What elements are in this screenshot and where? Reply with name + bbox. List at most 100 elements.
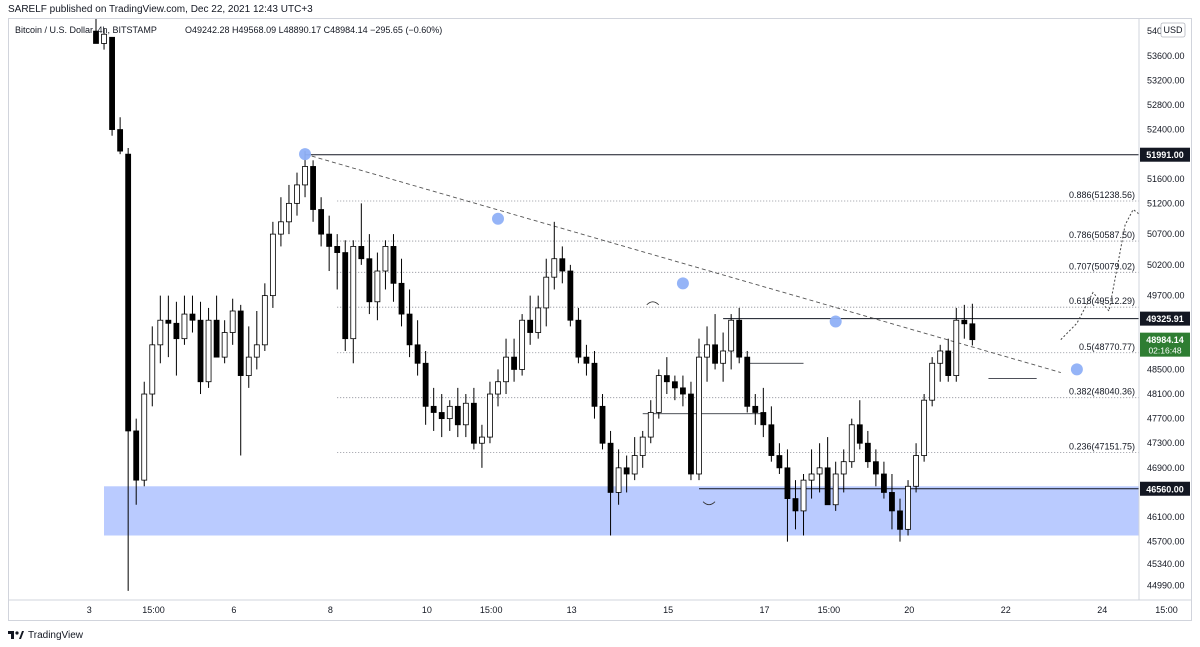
time-tick-label: 8 bbox=[328, 605, 333, 615]
candle-body bbox=[567, 270, 574, 321]
candle-body bbox=[374, 270, 381, 303]
candle bbox=[744, 350, 751, 413]
candle bbox=[261, 283, 268, 351]
candle bbox=[663, 357, 670, 395]
candle bbox=[864, 430, 871, 468]
candle bbox=[173, 301, 180, 376]
fib-level-label: 0.707(50079.02) bbox=[1069, 261, 1135, 271]
candle bbox=[680, 375, 686, 407]
level-price-tag bbox=[1140, 481, 1190, 496]
candle bbox=[278, 197, 284, 247]
candle-body bbox=[422, 362, 429, 407]
candle-body bbox=[125, 153, 132, 432]
candle-body bbox=[197, 319, 204, 383]
candle bbox=[929, 357, 936, 407]
candle bbox=[905, 480, 911, 536]
candle bbox=[141, 381, 148, 487]
candle bbox=[808, 449, 815, 499]
candle-body bbox=[647, 412, 654, 438]
time-tick-label: 15:00 bbox=[142, 605, 165, 615]
candle-body bbox=[269, 233, 276, 297]
candle bbox=[109, 36, 115, 136]
candle-body bbox=[294, 184, 300, 204]
candle bbox=[286, 184, 292, 235]
candle-body bbox=[969, 323, 976, 341]
candle-body bbox=[446, 405, 453, 420]
candle bbox=[406, 289, 413, 358]
candle-body bbox=[479, 436, 485, 444]
price-tick-label: 51600.00 bbox=[1147, 174, 1185, 184]
candle bbox=[117, 117, 124, 155]
candle-body bbox=[519, 319, 526, 370]
candle-body bbox=[487, 393, 493, 438]
level-price-label: 49325.91 bbox=[1146, 314, 1184, 324]
candle-body bbox=[961, 319, 968, 325]
candle-body bbox=[760, 412, 767, 426]
candle-body bbox=[921, 399, 928, 456]
level-price-tag bbox=[1140, 311, 1190, 326]
candle-body bbox=[181, 313, 188, 340]
publisher-caption: SARELF published on TradingView.com, Dec… bbox=[8, 4, 313, 15]
candle-body bbox=[189, 313, 196, 321]
candle-body bbox=[615, 467, 622, 493]
candle bbox=[599, 394, 606, 450]
candle bbox=[768, 406, 775, 462]
candle bbox=[197, 301, 204, 395]
price-tick-label: 50200.00 bbox=[1147, 260, 1185, 270]
candlestick-chart[interactable]: 51991.00 0.886(51238.56) 0.786(50587.50) 0.… bbox=[9, 19, 1191, 620]
candle bbox=[760, 387, 767, 438]
level-price-label: 46560.00 bbox=[1146, 484, 1184, 494]
candle bbox=[101, 28, 107, 50]
price-tick-label: 47700.00 bbox=[1147, 414, 1185, 424]
candle-body bbox=[575, 319, 582, 358]
candle bbox=[655, 369, 662, 419]
candle-body bbox=[334, 246, 341, 253]
candle-body bbox=[881, 473, 887, 493]
tradingview-footer: TradingView bbox=[8, 628, 83, 642]
candle-body bbox=[350, 246, 357, 340]
time-tick-label: 6 bbox=[231, 605, 236, 615]
candle bbox=[422, 350, 429, 425]
price-tick-label: 46100.00 bbox=[1147, 512, 1185, 522]
candle-body bbox=[559, 258, 566, 272]
price-tick-label: 50700.00 bbox=[1147, 229, 1185, 239]
candle-body bbox=[671, 381, 678, 389]
candle bbox=[462, 394, 469, 438]
candle bbox=[318, 197, 325, 247]
candle-body bbox=[109, 36, 115, 130]
candle bbox=[189, 295, 196, 333]
candle-body bbox=[800, 479, 807, 512]
candle-body bbox=[205, 319, 212, 383]
candle-body bbox=[454, 405, 461, 426]
candle bbox=[945, 338, 952, 382]
candle-body bbox=[366, 258, 373, 303]
candle-body bbox=[808, 473, 815, 481]
candle bbox=[848, 418, 855, 468]
candle bbox=[133, 418, 140, 505]
candle bbox=[149, 326, 156, 407]
candle-body bbox=[221, 332, 228, 358]
candle bbox=[366, 234, 373, 315]
candle bbox=[567, 264, 574, 327]
candle-body bbox=[358, 246, 365, 260]
touch-point-marker bbox=[299, 148, 312, 161]
chart-frame[interactable]: 51991.00 0.886(51238.56) 0.786(50587.50) 0.… bbox=[8, 18, 1192, 621]
candle-body bbox=[551, 258, 558, 278]
candle bbox=[559, 246, 566, 284]
candle-body bbox=[398, 282, 405, 315]
candle bbox=[921, 394, 928, 462]
current-price-tag bbox=[1140, 332, 1190, 357]
candle-body bbox=[101, 33, 107, 44]
price-tick-label: 52800.00 bbox=[1147, 100, 1185, 110]
candle bbox=[334, 234, 341, 290]
candle-body bbox=[133, 430, 140, 481]
trendline bbox=[304, 153, 1061, 373]
candle bbox=[93, 19, 99, 44]
candle bbox=[310, 160, 316, 222]
price-tick-label: 47300.00 bbox=[1147, 438, 1185, 448]
candle bbox=[800, 473, 807, 536]
fib-level-label: 0.236(47151.75) bbox=[1069, 441, 1135, 451]
candle-body bbox=[704, 344, 710, 358]
candle-body bbox=[326, 233, 333, 247]
candle-body bbox=[897, 510, 903, 530]
